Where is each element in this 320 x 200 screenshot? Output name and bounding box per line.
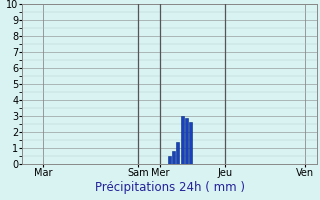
X-axis label: Précipitations 24h ( mm ): Précipitations 24h ( mm ) [95,181,244,194]
Bar [172,151,175,164]
Bar [176,142,180,164]
Bar [168,156,172,164]
Bar [185,118,188,164]
Bar [189,122,192,164]
Bar [181,116,184,164]
